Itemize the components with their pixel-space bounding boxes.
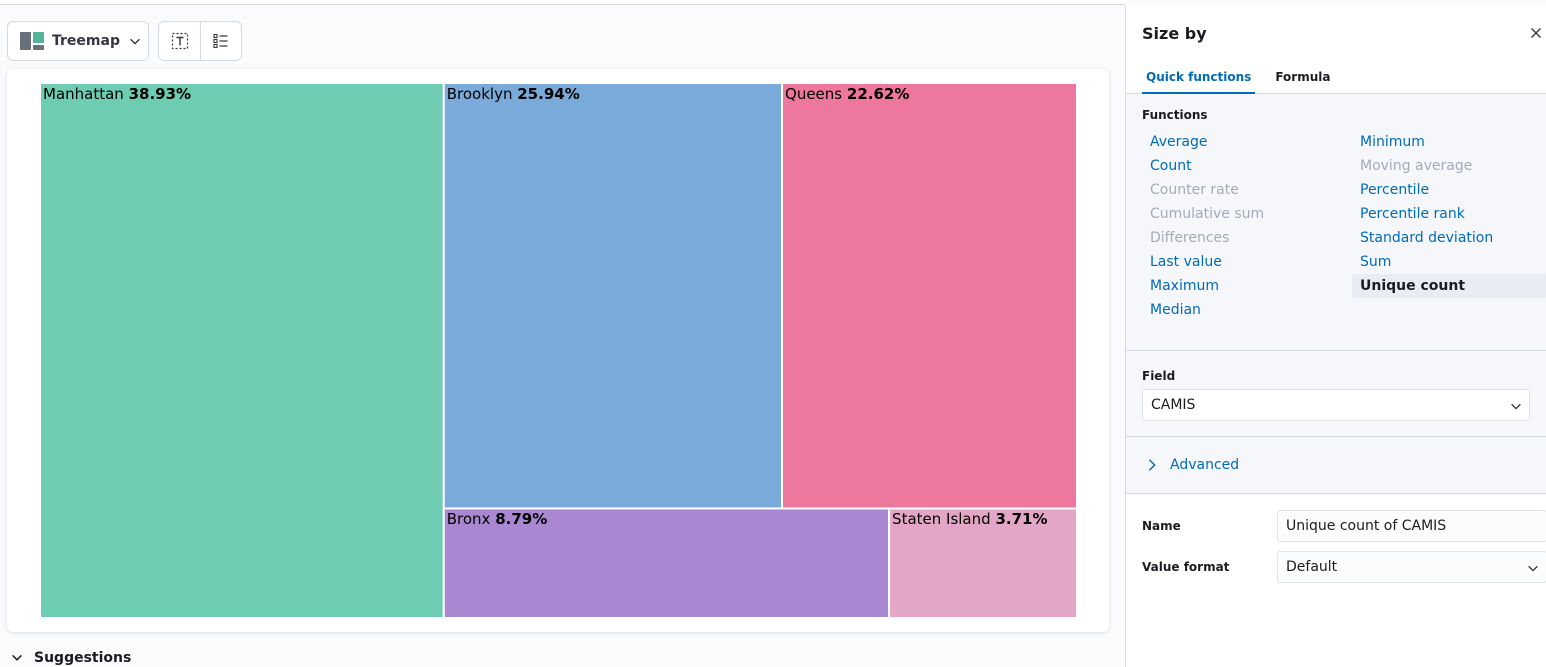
function-standard-deviation[interactable]: Standard deviation [1360, 230, 1494, 246]
text-labels-icon [171, 32, 188, 50]
treemap-category-label: Bronx [446, 510, 491, 529]
function-average[interactable]: Average [1150, 134, 1208, 150]
treemap-label-manhattan: Manhattan 38.93% [40, 83, 194, 105]
treemap-label-staten-island: Staten Island 3.71% [889, 508, 1050, 530]
treemap-percent-label: 8.79% [495, 510, 548, 529]
treemap-cell-manhattan[interactable] [39, 82, 445, 619]
advanced-label: Advanced [1170, 457, 1240, 473]
treemap-chart [39, 82, 1078, 620]
name-input-value: Unique count of CAMIS [1286, 518, 1447, 534]
functions-label: Functions [1142, 108, 1208, 122]
treemap-cell-bronx[interactable] [442, 507, 891, 620]
top-border [0, 0, 1125, 5]
value-format-label: Value format [1142, 560, 1230, 574]
function-moving-average: Moving average [1360, 158, 1473, 174]
chevron-down-icon [12, 654, 22, 661]
function-counter-rate: Counter rate [1150, 182, 1239, 198]
name-label: Name [1142, 519, 1181, 533]
functions-section: Functions Average Count Counter rate Cumula… [1126, 94, 1546, 351]
suggestions-toggle[interactable]: Suggestions [10, 650, 131, 666]
function-count[interactable]: Count [1150, 158, 1192, 174]
treemap-category-label: Staten Island [892, 510, 991, 529]
treemap-percent-label: 3.71% [995, 510, 1048, 529]
treemap-cell-queens[interactable] [781, 82, 1078, 510]
value-format-row: Value format Default [1142, 551, 1546, 583]
field-section: Field CAMIS [1126, 351, 1546, 437]
treemap-category-label: Manhattan [43, 85, 124, 103]
chevron-down-icon [1528, 565, 1538, 572]
treemap-percent-label: 25.94% [517, 85, 580, 103]
treemap-icon [20, 32, 44, 50]
treemap-percent-label: 22.62% [846, 85, 910, 103]
name-input[interactable]: Unique count of CAMIS [1277, 510, 1546, 542]
field-label: Field [1142, 369, 1176, 383]
labels-toggle-button[interactable] [159, 22, 200, 60]
suggestions-label: Suggestions [34, 650, 132, 666]
tab-quick-functions[interactable]: Quick functions [1142, 61, 1256, 94]
treemap-category-label: Brooklyn [446, 85, 513, 103]
flyout-header: Size by [1126, 5, 1546, 61]
treemap-category-label: Queens [785, 85, 843, 103]
chart-options-group [158, 21, 242, 61]
function-cumulative-sum: Cumulative sum [1150, 206, 1265, 222]
legend-list-icon [213, 33, 228, 49]
advanced-toggle[interactable]: Advanced [1126, 437, 1546, 494]
function-differences: Differences [1150, 230, 1230, 246]
name-row: Name Unique count of CAMIS [1142, 510, 1546, 542]
function-percentile-rank[interactable]: Percentile rank [1360, 206, 1465, 222]
function-unique-count[interactable]: Unique count [1352, 274, 1546, 298]
function-maximum[interactable]: Maximum [1150, 278, 1219, 294]
legend-toggle-button[interactable] [200, 22, 241, 60]
treemap-cell-brooklyn[interactable] [442, 82, 784, 510]
chart-type-label: Treemap [52, 33, 120, 49]
tab-formula[interactable]: Formula [1275, 70, 1331, 84]
treemap-cell-staten-island[interactable] [888, 507, 1078, 620]
function-sum[interactable]: Sum [1360, 254, 1392, 270]
flyout-tabs: Quick functions Formula [1126, 61, 1546, 94]
treemap-label-queens: Queens 22.62% [782, 83, 912, 105]
function-percentile[interactable]: Percentile [1360, 182, 1430, 198]
treemap-label-bronx: Bronx 8.79% [444, 508, 551, 530]
value-format-select[interactable]: Default [1277, 551, 1546, 583]
chart-type-switcher[interactable]: Treemap [7, 21, 149, 61]
function-minimum[interactable]: Minimum [1360, 134, 1425, 150]
chart-panel: Manhattan 38.93% Brooklyn 25.94% Queens 22… [7, 69, 1109, 632]
chevron-right-icon [1148, 459, 1156, 471]
value-format-value: Default [1286, 559, 1338, 575]
close-icon[interactable] [1528, 25, 1544, 41]
workspace-toolbar: Treemap [7, 21, 242, 61]
dimension-editor-flyout: Size by Quick functions Formula Function… [1125, 5, 1546, 667]
field-select[interactable]: CAMIS [1142, 389, 1530, 421]
function-median[interactable]: Median [1150, 302, 1201, 318]
chevron-down-icon [130, 38, 140, 45]
flyout-title: Size by [1142, 23, 1207, 43]
function-last-value[interactable]: Last value [1150, 254, 1222, 270]
chevron-down-icon [1511, 403, 1521, 410]
field-select-value: CAMIS [1151, 397, 1196, 413]
treemap-label-brooklyn: Brooklyn 25.94% [444, 83, 583, 105]
treemap-percent-label: 38.93% [128, 85, 192, 103]
